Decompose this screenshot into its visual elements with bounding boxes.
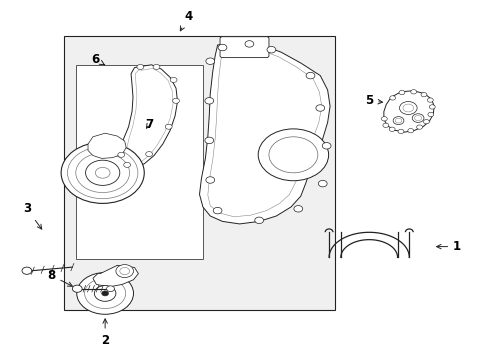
Circle shape (165, 124, 172, 129)
Circle shape (95, 167, 110, 178)
Circle shape (414, 116, 421, 121)
Circle shape (410, 90, 416, 94)
Polygon shape (120, 65, 177, 167)
Circle shape (22, 267, 32, 274)
Text: 8: 8 (47, 269, 72, 286)
Bar (63, 36, 334, 310)
Circle shape (61, 142, 144, 203)
Text: 7: 7 (145, 118, 153, 131)
Circle shape (305, 72, 314, 79)
Circle shape (118, 152, 124, 157)
Circle shape (85, 160, 120, 185)
Circle shape (76, 153, 129, 193)
Circle shape (153, 64, 160, 69)
Circle shape (411, 114, 423, 122)
Circle shape (394, 118, 401, 123)
Text: 5: 5 (365, 94, 382, 107)
Circle shape (258, 129, 328, 181)
Circle shape (428, 105, 434, 109)
Circle shape (172, 98, 179, 103)
Circle shape (213, 207, 222, 214)
Circle shape (322, 143, 330, 149)
Circle shape (427, 98, 432, 102)
Circle shape (315, 105, 324, 111)
Circle shape (170, 77, 177, 82)
Circle shape (137, 64, 143, 69)
Circle shape (72, 285, 82, 292)
Polygon shape (93, 265, 138, 287)
Circle shape (123, 162, 130, 167)
Text: 6: 6 (91, 53, 104, 66)
Circle shape (389, 96, 395, 100)
Circle shape (423, 120, 428, 124)
Text: 4: 4 (180, 10, 192, 31)
Circle shape (382, 123, 388, 127)
Circle shape (244, 41, 253, 47)
Circle shape (392, 117, 403, 125)
Circle shape (84, 278, 125, 309)
Circle shape (398, 90, 404, 95)
Polygon shape (199, 41, 329, 224)
Circle shape (399, 102, 416, 114)
Circle shape (318, 180, 326, 187)
Circle shape (77, 273, 133, 314)
Circle shape (145, 152, 152, 157)
Circle shape (266, 46, 275, 53)
Bar (76, 65, 203, 259)
Circle shape (381, 117, 386, 121)
Circle shape (102, 291, 108, 296)
Polygon shape (383, 91, 433, 132)
Circle shape (205, 177, 214, 183)
Circle shape (416, 125, 422, 129)
Circle shape (204, 137, 213, 144)
Circle shape (254, 217, 263, 224)
Circle shape (218, 44, 226, 51)
Circle shape (116, 265, 133, 278)
Circle shape (204, 98, 213, 104)
Circle shape (293, 206, 302, 212)
Text: 3: 3 (23, 202, 41, 229)
Circle shape (205, 58, 214, 64)
Circle shape (407, 129, 413, 133)
Circle shape (420, 93, 426, 97)
Text: 2: 2 (101, 319, 109, 347)
Circle shape (397, 129, 403, 134)
Text: 1: 1 (436, 240, 460, 253)
Circle shape (94, 285, 116, 301)
Circle shape (120, 267, 129, 275)
Circle shape (106, 286, 114, 292)
Circle shape (427, 112, 433, 117)
Polygon shape (88, 133, 126, 158)
Circle shape (388, 127, 394, 131)
Circle shape (67, 147, 138, 199)
FancyBboxPatch shape (220, 37, 268, 58)
Polygon shape (92, 136, 118, 154)
Circle shape (402, 104, 413, 112)
Circle shape (268, 137, 317, 173)
